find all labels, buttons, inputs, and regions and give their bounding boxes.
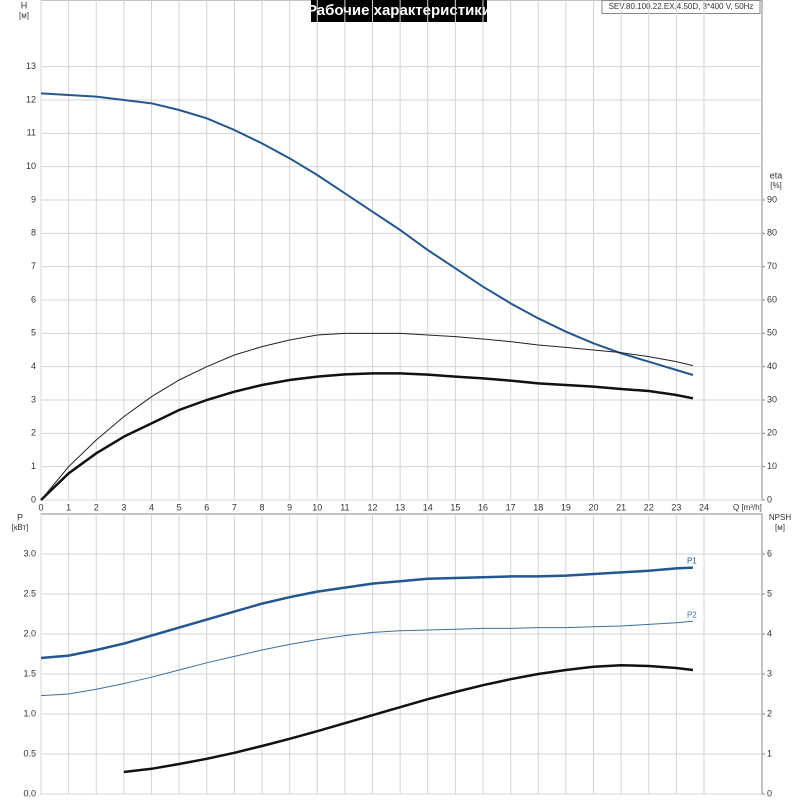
y2-tick-label: 4: [767, 628, 772, 638]
y2-tick-label: 30: [767, 394, 777, 404]
chart-title: Рабочие характеристики: [307, 2, 491, 19]
y2-axis-label: NPSH: [769, 513, 791, 522]
y2-tick-label: 10: [767, 461, 777, 471]
y-tick-label: 1: [31, 461, 36, 471]
y2-tick-label: 6: [767, 548, 772, 558]
y2-tick-label: 0: [767, 494, 772, 504]
x-tick-label: 15: [450, 502, 460, 512]
x-tick-label: 23: [671, 502, 681, 512]
x-tick-label: 1: [66, 502, 71, 512]
y2-axis-unit: [%]: [770, 181, 782, 190]
series-line: [40, 620, 693, 697]
x-tick-label: 19: [561, 502, 571, 512]
x-tick-label: 3: [121, 502, 126, 512]
y-tick-label: 9: [31, 194, 36, 204]
y-tick-label: 2.0: [23, 628, 36, 638]
x-tick-label: 8: [259, 502, 264, 512]
title-box: [311, 0, 487, 22]
y2-tick-label: 80: [767, 228, 777, 238]
x-tick-label: 17: [506, 502, 516, 512]
x-axis-label: Q [m³/h]: [733, 503, 762, 512]
x-tick-label: 4: [149, 502, 154, 512]
y-tick-label: 13: [26, 61, 36, 71]
y2-tick-label: 50: [767, 328, 777, 338]
y-tick-label: 10: [26, 161, 36, 171]
x-tick-label: 22: [644, 502, 654, 512]
x-tick-label: 18: [533, 502, 543, 512]
y2-tick-label: 40: [767, 361, 777, 371]
y-tick-label: 3.0: [23, 548, 36, 558]
x-tick-label: 16: [478, 502, 488, 512]
x-tick-label: 12: [367, 502, 377, 512]
series-label: P2: [687, 610, 697, 619]
x-tick-label: 14: [423, 502, 433, 512]
y2-tick-label: 70: [767, 261, 777, 271]
x-tick-label: 6: [204, 502, 209, 512]
y2-axis-label: eta: [770, 170, 783, 180]
y2-tick-label: 2: [767, 708, 772, 718]
y-tick-label: 4: [31, 361, 36, 371]
y-tick-label: 8: [31, 228, 36, 238]
x-tick-label: 7: [232, 502, 237, 512]
series-line: [40, 372, 694, 501]
y-tick-label: 6: [31, 294, 36, 304]
plot-frame: [40, 513, 763, 795]
y-tick-label: 5: [31, 328, 36, 338]
series-label: P1: [687, 557, 697, 566]
y-tick-label: 0: [31, 494, 36, 504]
y2-tick-label: 1: [767, 748, 772, 758]
y-tick-label: 7: [31, 261, 36, 271]
series-line: [123, 663, 694, 774]
y-axis-unit: [м]: [19, 11, 29, 20]
y-tick-label: 1.0: [23, 708, 36, 718]
x-tick-label: 21: [616, 502, 626, 512]
series-line: [40, 566, 694, 660]
x-tick-label: 24: [699, 502, 709, 512]
x-tick-label: 13: [395, 502, 405, 512]
x-tick-label: 9: [287, 502, 292, 512]
y-axis-label: H: [21, 0, 28, 10]
x-tick-label: 2: [94, 502, 99, 512]
y-axis-label: P: [17, 512, 23, 522]
series-line: [40, 92, 694, 376]
y-tick-label: 2.5: [23, 588, 36, 598]
x-tick-label: 10: [312, 502, 322, 512]
y-tick-label: 3: [31, 394, 36, 404]
y-tick-label: 2: [31, 428, 36, 438]
y-tick-label: 11: [27, 128, 36, 138]
y2-tick-label: 0: [767, 788, 772, 798]
y2-tick-label: 5: [767, 588, 772, 598]
x-tick-label: 20: [588, 502, 598, 512]
series-line: [40, 332, 694, 501]
y-tick-label: 1.5: [23, 668, 36, 678]
y2-tick-label: 60: [767, 294, 777, 304]
x-tick-label: 5: [177, 502, 182, 512]
y-tick-label: 12: [26, 94, 36, 104]
y2-tick-label: 90: [767, 194, 777, 204]
y2-axis-unit: [м]: [775, 523, 785, 532]
subtitle-box: [601, 0, 761, 14]
chart-subtitle: SEV.80.100.22.EX.4.50D, 3*400 V, 50Hz: [609, 2, 754, 11]
y-tick-label: 0.0: [23, 788, 36, 798]
y-tick-label: 0.5: [23, 748, 36, 758]
x-tick-label: 11: [340, 502, 349, 512]
y-axis-unit: [кВт]: [12, 523, 29, 532]
y2-tick-label: 3: [767, 668, 772, 678]
x-tick-label: 0: [38, 502, 43, 512]
y2-tick-label: 20: [767, 428, 777, 438]
